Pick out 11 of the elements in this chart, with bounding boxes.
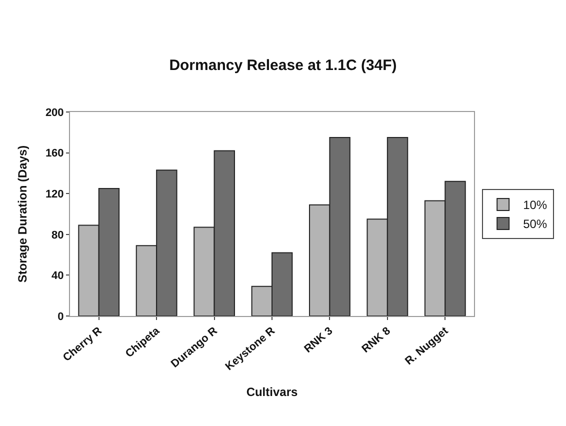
y-tick-label: 120 — [45, 188, 64, 200]
y-tick-label: 200 — [45, 106, 64, 119]
chart-title: Dormancy Release at 1.1C (34F) — [169, 57, 397, 74]
y-tick-label: 0 — [58, 310, 64, 323]
y-tick-label: 40 — [52, 270, 64, 282]
y-axis-title: Storage Duration (Days) — [16, 145, 30, 283]
legend-label: 10% — [523, 198, 548, 212]
y-tick-label: 80 — [52, 229, 64, 242]
x-axis-title: Cultivars — [246, 385, 298, 400]
y-tick-label: 160 — [45, 148, 64, 160]
legend-label: 50% — [523, 217, 548, 232]
